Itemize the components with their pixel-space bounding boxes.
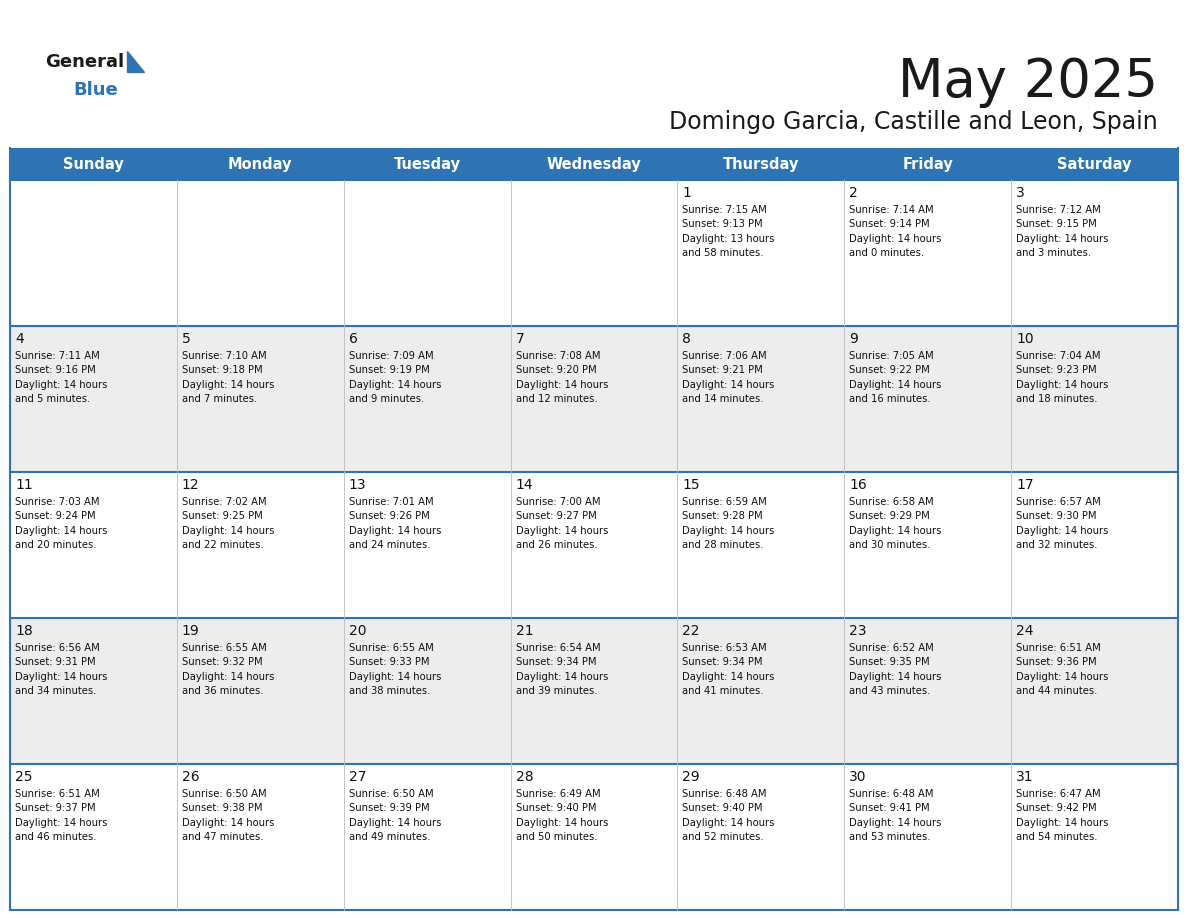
Bar	[10, 148, 1178, 180]
Text: 18: 18	[15, 624, 33, 638]
Text: 10: 10	[1016, 332, 1034, 346]
Text: May 2025: May 2025	[898, 56, 1158, 108]
Bar	[10, 618, 1178, 764]
Text: Sunrise: 7:01 AM
Sunset: 9:26 PM
Daylight: 14 hours
and 24 minutes.: Sunrise: 7:01 AM Sunset: 9:26 PM Dayligh…	[349, 497, 441, 550]
Text: 31: 31	[1016, 770, 1034, 784]
Text: Sunrise: 6:48 AM
Sunset: 9:41 PM
Daylight: 14 hours
and 53 minutes.: Sunrise: 6:48 AM Sunset: 9:41 PM Dayligh…	[849, 789, 942, 842]
Text: Sunrise: 6:55 AM
Sunset: 9:32 PM
Daylight: 14 hours
and 36 minutes.: Sunrise: 6:55 AM Sunset: 9:32 PM Dayligh…	[182, 643, 274, 696]
Text: Sunrise: 6:58 AM
Sunset: 9:29 PM
Daylight: 14 hours
and 30 minutes.: Sunrise: 6:58 AM Sunset: 9:29 PM Dayligh…	[849, 497, 942, 550]
Text: Wednesday: Wednesday	[546, 156, 642, 172]
Bar	[10, 180, 1178, 326]
Bar	[10, 472, 1178, 618]
Text: Sunrise: 7:12 AM
Sunset: 9:15 PM
Daylight: 14 hours
and 3 minutes.: Sunrise: 7:12 AM Sunset: 9:15 PM Dayligh…	[1016, 205, 1108, 258]
Text: 7: 7	[516, 332, 524, 346]
Text: Blue: Blue	[72, 81, 118, 99]
Text: Sunrise: 6:48 AM
Sunset: 9:40 PM
Daylight: 14 hours
and 52 minutes.: Sunrise: 6:48 AM Sunset: 9:40 PM Dayligh…	[682, 789, 775, 842]
Text: Sunrise: 6:55 AM
Sunset: 9:33 PM
Daylight: 14 hours
and 38 minutes.: Sunrise: 6:55 AM Sunset: 9:33 PM Dayligh…	[349, 643, 441, 696]
Text: Sunrise: 6:51 AM
Sunset: 9:37 PM
Daylight: 14 hours
and 46 minutes.: Sunrise: 6:51 AM Sunset: 9:37 PM Dayligh…	[15, 789, 107, 842]
Text: Sunrise: 6:54 AM
Sunset: 9:34 PM
Daylight: 14 hours
and 39 minutes.: Sunrise: 6:54 AM Sunset: 9:34 PM Dayligh…	[516, 643, 608, 696]
Text: 13: 13	[349, 478, 366, 492]
Text: 5: 5	[182, 332, 190, 346]
Text: 29: 29	[682, 770, 700, 784]
Text: 19: 19	[182, 624, 200, 638]
Text: Sunrise: 7:02 AM
Sunset: 9:25 PM
Daylight: 14 hours
and 22 minutes.: Sunrise: 7:02 AM Sunset: 9:25 PM Dayligh…	[182, 497, 274, 550]
Text: Sunrise: 7:08 AM
Sunset: 9:20 PM
Daylight: 14 hours
and 12 minutes.: Sunrise: 7:08 AM Sunset: 9:20 PM Dayligh…	[516, 351, 608, 404]
Text: 27: 27	[349, 770, 366, 784]
Text: 9: 9	[849, 332, 858, 346]
Text: Friday: Friday	[903, 156, 953, 172]
Text: Sunrise: 7:05 AM
Sunset: 9:22 PM
Daylight: 14 hours
and 16 minutes.: Sunrise: 7:05 AM Sunset: 9:22 PM Dayligh…	[849, 351, 942, 404]
Text: 23: 23	[849, 624, 867, 638]
Text: 28: 28	[516, 770, 533, 784]
Text: Sunrise: 6:47 AM
Sunset: 9:42 PM
Daylight: 14 hours
and 54 minutes.: Sunrise: 6:47 AM Sunset: 9:42 PM Dayligh…	[1016, 789, 1108, 842]
Text: Monday: Monday	[228, 156, 292, 172]
Text: 11: 11	[15, 478, 33, 492]
Text: Thursday: Thursday	[722, 156, 800, 172]
Text: Sunrise: 6:50 AM
Sunset: 9:39 PM
Daylight: 14 hours
and 49 minutes.: Sunrise: 6:50 AM Sunset: 9:39 PM Dayligh…	[349, 789, 441, 842]
Text: Sunrise: 6:53 AM
Sunset: 9:34 PM
Daylight: 14 hours
and 41 minutes.: Sunrise: 6:53 AM Sunset: 9:34 PM Dayligh…	[682, 643, 775, 696]
Text: General: General	[45, 53, 124, 71]
Text: Sunrise: 6:51 AM
Sunset: 9:36 PM
Daylight: 14 hours
and 44 minutes.: Sunrise: 6:51 AM Sunset: 9:36 PM Dayligh…	[1016, 643, 1108, 696]
Text: Sunrise: 7:15 AM
Sunset: 9:13 PM
Daylight: 13 hours
and 58 minutes.: Sunrise: 7:15 AM Sunset: 9:13 PM Dayligh…	[682, 205, 775, 258]
Text: 22: 22	[682, 624, 700, 638]
Text: Sunrise: 7:06 AM
Sunset: 9:21 PM
Daylight: 14 hours
and 14 minutes.: Sunrise: 7:06 AM Sunset: 9:21 PM Dayligh…	[682, 351, 775, 404]
Text: Domingo Garcia, Castille and Leon, Spain: Domingo Garcia, Castille and Leon, Spain	[669, 110, 1158, 134]
Text: 4: 4	[15, 332, 24, 346]
Text: Sunrise: 7:11 AM
Sunset: 9:16 PM
Daylight: 14 hours
and 5 minutes.: Sunrise: 7:11 AM Sunset: 9:16 PM Dayligh…	[15, 351, 107, 404]
Polygon shape	[127, 51, 144, 72]
Text: 25: 25	[15, 770, 32, 784]
Text: Sunrise: 6:59 AM
Sunset: 9:28 PM
Daylight: 14 hours
and 28 minutes.: Sunrise: 6:59 AM Sunset: 9:28 PM Dayligh…	[682, 497, 775, 550]
Text: 15: 15	[682, 478, 700, 492]
Bar	[10, 764, 1178, 910]
Text: Sunrise: 7:09 AM
Sunset: 9:19 PM
Daylight: 14 hours
and 9 minutes.: Sunrise: 7:09 AM Sunset: 9:19 PM Dayligh…	[349, 351, 441, 404]
Bar	[10, 326, 1178, 472]
Text: 21: 21	[516, 624, 533, 638]
Text: 17: 17	[1016, 478, 1034, 492]
Text: Sunrise: 6:50 AM
Sunset: 9:38 PM
Daylight: 14 hours
and 47 minutes.: Sunrise: 6:50 AM Sunset: 9:38 PM Dayligh…	[182, 789, 274, 842]
Text: 6: 6	[349, 332, 358, 346]
Text: Sunrise: 7:04 AM
Sunset: 9:23 PM
Daylight: 14 hours
and 18 minutes.: Sunrise: 7:04 AM Sunset: 9:23 PM Dayligh…	[1016, 351, 1108, 404]
Text: Sunday: Sunday	[63, 156, 124, 172]
Text: 16: 16	[849, 478, 867, 492]
Text: 2: 2	[849, 186, 858, 200]
Text: Tuesday: Tuesday	[393, 156, 461, 172]
Text: Sunrise: 6:52 AM
Sunset: 9:35 PM
Daylight: 14 hours
and 43 minutes.: Sunrise: 6:52 AM Sunset: 9:35 PM Dayligh…	[849, 643, 942, 696]
Text: 8: 8	[682, 332, 691, 346]
Text: 26: 26	[182, 770, 200, 784]
Text: 30: 30	[849, 770, 867, 784]
Text: 1: 1	[682, 186, 691, 200]
Text: Sunrise: 7:10 AM
Sunset: 9:18 PM
Daylight: 14 hours
and 7 minutes.: Sunrise: 7:10 AM Sunset: 9:18 PM Dayligh…	[182, 351, 274, 404]
Text: 3: 3	[1016, 186, 1025, 200]
Text: 12: 12	[182, 478, 200, 492]
Text: Sunrise: 7:14 AM
Sunset: 9:14 PM
Daylight: 14 hours
and 0 minutes.: Sunrise: 7:14 AM Sunset: 9:14 PM Dayligh…	[849, 205, 942, 258]
Text: 20: 20	[349, 624, 366, 638]
Text: Sunrise: 6:57 AM
Sunset: 9:30 PM
Daylight: 14 hours
and 32 minutes.: Sunrise: 6:57 AM Sunset: 9:30 PM Dayligh…	[1016, 497, 1108, 550]
Text: 24: 24	[1016, 624, 1034, 638]
Text: Sunrise: 7:00 AM
Sunset: 9:27 PM
Daylight: 14 hours
and 26 minutes.: Sunrise: 7:00 AM Sunset: 9:27 PM Dayligh…	[516, 497, 608, 550]
Text: 14: 14	[516, 478, 533, 492]
Text: Sunrise: 6:56 AM
Sunset: 9:31 PM
Daylight: 14 hours
and 34 minutes.: Sunrise: 6:56 AM Sunset: 9:31 PM Dayligh…	[15, 643, 107, 696]
Text: Saturday: Saturday	[1057, 156, 1132, 172]
Text: Sunrise: 6:49 AM
Sunset: 9:40 PM
Daylight: 14 hours
and 50 minutes.: Sunrise: 6:49 AM Sunset: 9:40 PM Dayligh…	[516, 789, 608, 842]
Text: Sunrise: 7:03 AM
Sunset: 9:24 PM
Daylight: 14 hours
and 20 minutes.: Sunrise: 7:03 AM Sunset: 9:24 PM Dayligh…	[15, 497, 107, 550]
